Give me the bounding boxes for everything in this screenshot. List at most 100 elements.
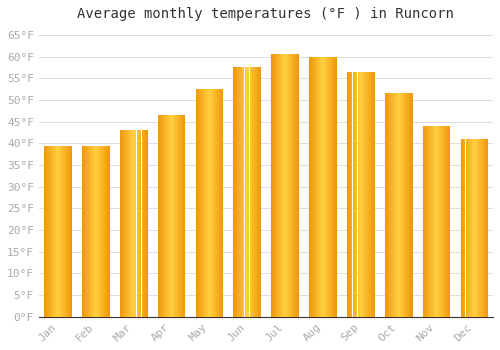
- Bar: [45, 146, 46, 317]
- Bar: [166, 115, 167, 317]
- Bar: [109, 146, 110, 317]
- Bar: [255, 68, 256, 317]
- Bar: [59, 146, 60, 317]
- Bar: [461, 139, 462, 317]
- Bar: [66, 146, 67, 317]
- Bar: [333, 57, 334, 317]
- Bar: [292, 55, 293, 317]
- Bar: [258, 68, 259, 317]
- Bar: [274, 55, 275, 317]
- Bar: [163, 115, 164, 317]
- Bar: [222, 89, 223, 317]
- Bar: [161, 115, 162, 317]
- Bar: [123, 130, 124, 317]
- Bar: [358, 72, 359, 317]
- Bar: [435, 126, 436, 317]
- Bar: [83, 146, 84, 317]
- Bar: [424, 126, 425, 317]
- Bar: [464, 139, 465, 317]
- Bar: [477, 139, 478, 317]
- Bar: [221, 89, 222, 317]
- Bar: [273, 55, 274, 317]
- Bar: [63, 146, 64, 317]
- Bar: [211, 89, 212, 317]
- Bar: [70, 146, 71, 317]
- Bar: [280, 55, 281, 317]
- Bar: [140, 130, 141, 317]
- Bar: [160, 115, 161, 317]
- Bar: [275, 55, 276, 317]
- Bar: [278, 55, 279, 317]
- Bar: [403, 93, 404, 317]
- Bar: [386, 93, 387, 317]
- Bar: [133, 130, 134, 317]
- Bar: [93, 146, 94, 317]
- Bar: [429, 126, 430, 317]
- Bar: [462, 139, 464, 317]
- Bar: [447, 126, 448, 317]
- Bar: [147, 130, 148, 317]
- Bar: [406, 93, 407, 317]
- Bar: [361, 72, 362, 317]
- Bar: [276, 55, 277, 317]
- Bar: [482, 139, 484, 317]
- Bar: [260, 68, 261, 317]
- Bar: [367, 72, 368, 317]
- Bar: [248, 68, 249, 317]
- Bar: [56, 146, 57, 317]
- Bar: [282, 55, 283, 317]
- Bar: [135, 130, 136, 317]
- Bar: [175, 115, 176, 317]
- Bar: [252, 68, 253, 317]
- Bar: [62, 146, 63, 317]
- Bar: [437, 126, 438, 317]
- Bar: [48, 146, 49, 317]
- Bar: [201, 89, 202, 317]
- Bar: [210, 89, 211, 317]
- Bar: [371, 72, 372, 317]
- Bar: [213, 89, 214, 317]
- Bar: [251, 68, 252, 317]
- Bar: [214, 89, 215, 317]
- Bar: [124, 130, 125, 317]
- Bar: [368, 72, 369, 317]
- Bar: [476, 139, 477, 317]
- Bar: [436, 126, 437, 317]
- Bar: [88, 146, 89, 317]
- Bar: [284, 55, 285, 317]
- Bar: [165, 115, 166, 317]
- Bar: [121, 130, 122, 317]
- Bar: [245, 68, 246, 317]
- Bar: [199, 89, 200, 317]
- Bar: [331, 57, 332, 317]
- Bar: [91, 146, 92, 317]
- Bar: [309, 57, 310, 317]
- Bar: [134, 130, 135, 317]
- Bar: [196, 89, 197, 317]
- Bar: [89, 146, 90, 317]
- Bar: [167, 115, 168, 317]
- Bar: [137, 130, 138, 317]
- Bar: [468, 139, 469, 317]
- Bar: [392, 93, 393, 317]
- Bar: [289, 55, 290, 317]
- Bar: [446, 126, 447, 317]
- Bar: [321, 57, 322, 317]
- Bar: [394, 93, 395, 317]
- Bar: [271, 55, 272, 317]
- Bar: [171, 115, 172, 317]
- Bar: [44, 146, 45, 317]
- Bar: [354, 72, 356, 317]
- Bar: [206, 89, 207, 317]
- Bar: [50, 146, 51, 317]
- Bar: [472, 139, 474, 317]
- Bar: [364, 72, 366, 317]
- Bar: [432, 126, 433, 317]
- Bar: [426, 126, 427, 317]
- Bar: [293, 55, 294, 317]
- Bar: [317, 57, 318, 317]
- Bar: [141, 130, 142, 317]
- Bar: [467, 139, 468, 317]
- Bar: [158, 115, 159, 317]
- Bar: [349, 72, 350, 317]
